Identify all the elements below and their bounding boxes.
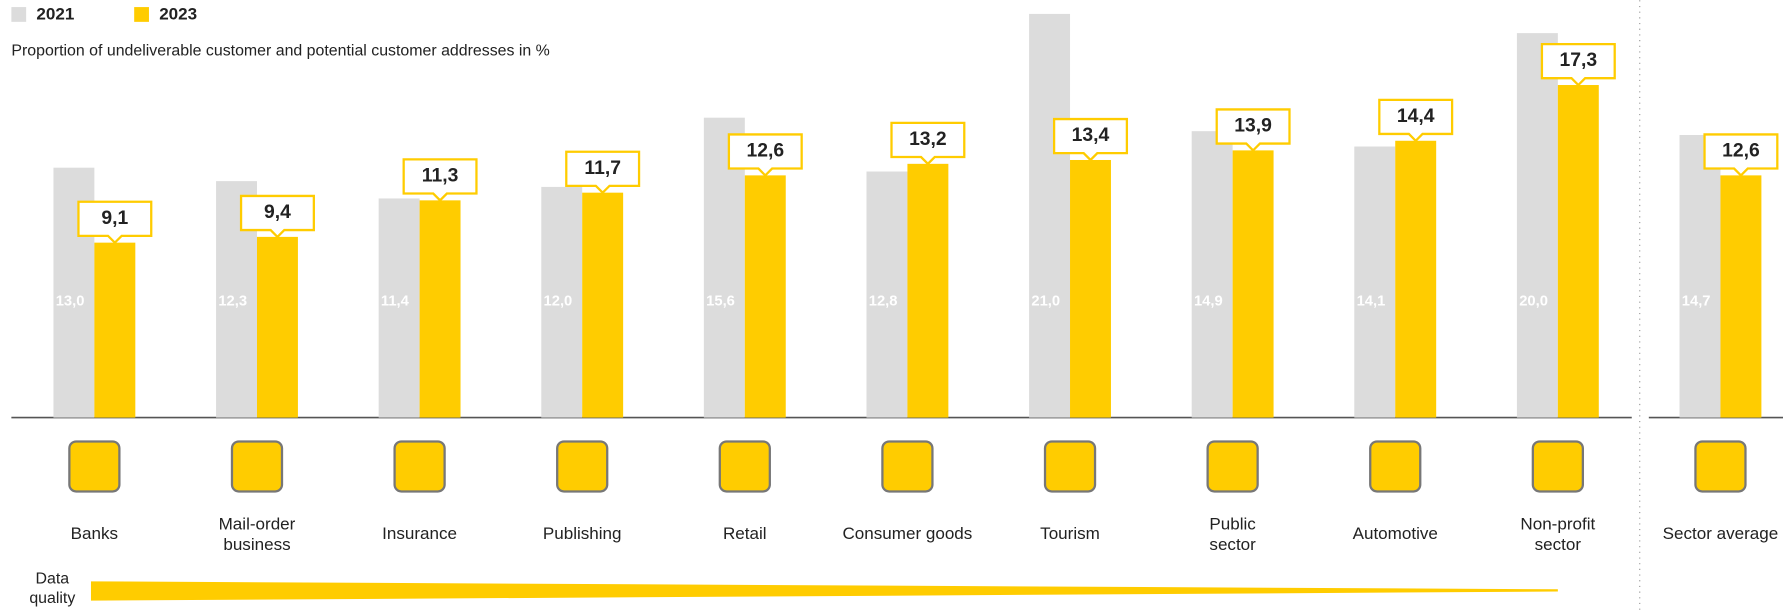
bar xyxy=(1720,175,1762,418)
bar xyxy=(1354,146,1396,418)
icon xyxy=(1694,440,1747,493)
bar xyxy=(907,163,949,418)
label-box xyxy=(890,121,966,166)
category-label: Insurance xyxy=(382,524,457,543)
category-label: Consumer goods xyxy=(843,524,973,543)
icon xyxy=(881,440,934,493)
label-box xyxy=(1052,117,1129,162)
value-label: 12,0 xyxy=(544,293,573,309)
icon xyxy=(556,440,609,493)
bar xyxy=(94,242,136,418)
bar xyxy=(256,236,298,418)
value-label: 14,7 xyxy=(1682,293,1711,309)
icon xyxy=(1206,440,1259,493)
bar xyxy=(378,198,420,418)
bar xyxy=(419,200,461,418)
bar xyxy=(1557,85,1599,418)
value-label: 11,3 xyxy=(422,166,459,187)
category-label: Sector average xyxy=(1663,524,1779,543)
value-label: 12,6 xyxy=(746,141,784,162)
bar xyxy=(1070,159,1111,418)
value-label: 13,0 xyxy=(56,293,85,309)
label-box xyxy=(1378,98,1454,143)
category-label: Banks xyxy=(71,524,118,543)
value-label: 14,1 xyxy=(1357,293,1386,309)
bar xyxy=(1191,131,1233,418)
value-label: 11,4 xyxy=(381,293,410,309)
icon xyxy=(230,440,284,493)
value-label: 13,2 xyxy=(909,129,947,150)
value-label: 12,6 xyxy=(1722,141,1760,162)
value-label: 12,3 xyxy=(218,293,247,309)
icon xyxy=(718,440,771,493)
label-box xyxy=(239,194,315,239)
bar xyxy=(1395,140,1437,418)
value-label: 14,9 xyxy=(1194,293,1223,309)
label-box xyxy=(1540,42,1616,87)
bar xyxy=(1516,33,1558,418)
category-label: Automotive xyxy=(1353,524,1438,543)
quality-wedge xyxy=(90,581,1558,601)
bar xyxy=(1029,13,1071,418)
value-label: 9,4 xyxy=(264,202,291,223)
label-box xyxy=(77,200,153,245)
bar xyxy=(744,175,786,418)
label-box xyxy=(402,158,478,202)
icon xyxy=(1531,440,1585,493)
category-label: Tourism xyxy=(1040,524,1100,543)
value-label: 15,6 xyxy=(706,293,735,309)
value-label: 14,4 xyxy=(1397,106,1435,127)
bar xyxy=(1679,135,1721,418)
label-box xyxy=(565,150,641,195)
legend-label: 2023 xyxy=(159,5,197,24)
annotation: Data quality xyxy=(29,571,75,607)
value-label: 12,8 xyxy=(869,293,898,309)
value-label: 11,7 xyxy=(584,158,621,179)
bar xyxy=(1232,150,1274,418)
bar xyxy=(541,186,583,418)
icon xyxy=(393,440,446,493)
value-label: 17,3 xyxy=(1560,50,1598,71)
legend-swatch xyxy=(134,7,149,22)
value-label: 20,0 xyxy=(1519,293,1548,309)
category-label: Non-profit sector xyxy=(1520,514,1595,553)
label-box xyxy=(1703,133,1779,177)
value-label: 13,9 xyxy=(1234,116,1272,137)
bar xyxy=(866,171,908,418)
category-label: Mail-order business xyxy=(219,514,296,553)
icon xyxy=(68,440,121,493)
icon xyxy=(1043,440,1097,493)
subtitle: Proportion of undeliverable customer and… xyxy=(11,43,549,60)
legend-label: 2021 xyxy=(36,5,74,24)
bar xyxy=(582,192,624,418)
category-label: Public sector xyxy=(1209,514,1256,553)
value-label: 9,1 xyxy=(101,208,128,229)
category-label: Retail xyxy=(723,524,767,543)
value-label: 21,0 xyxy=(1031,293,1060,309)
legend-swatch xyxy=(11,7,27,22)
value-label: 13,4 xyxy=(1072,125,1110,146)
label-box xyxy=(727,133,803,177)
icon xyxy=(1369,440,1422,493)
category-label: Publishing xyxy=(543,524,622,543)
label-box xyxy=(1215,108,1291,152)
